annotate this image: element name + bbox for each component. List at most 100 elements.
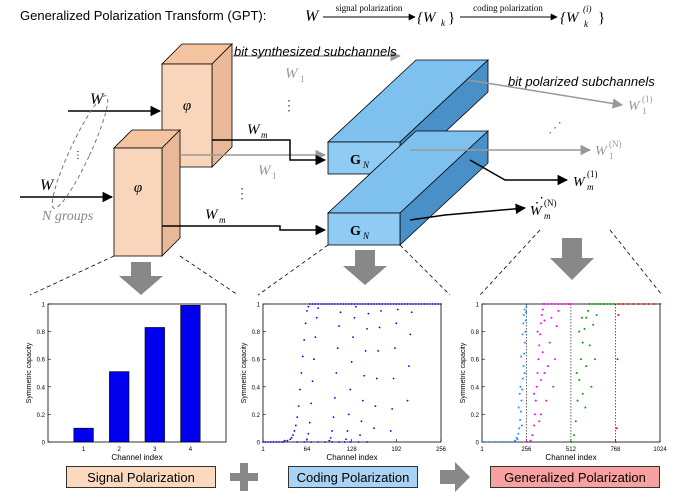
- coding-point: [428, 303, 431, 305]
- generalized-point-group-3: [586, 309, 589, 312]
- w1-N-label: W: [595, 144, 608, 159]
- generalized-point-group-2: [539, 378, 542, 381]
- generalized-point-group-2: [553, 303, 556, 305]
- gpt-title: Generalized Polarization Transform (GPT)…: [20, 8, 266, 23]
- coding-point: [294, 424, 297, 427]
- coding-point: [398, 303, 401, 305]
- generalized-point-group-1: [487, 441, 490, 443]
- coding-point: [366, 441, 368, 443]
- coding-point: [329, 436, 332, 439]
- coding-point: [342, 303, 345, 305]
- coding-polarization-label: Coding Polarization: [288, 466, 418, 488]
- generalized-point-group-1: [520, 424, 523, 427]
- chart3-ytick-label: 0.2: [471, 413, 480, 419]
- generalized-point-group-2: [538, 344, 541, 347]
- generalized-point-group-1: [481, 441, 483, 443]
- phi-block-front: φ: [113, 129, 181, 257]
- generalized-point-group-1: [520, 399, 523, 402]
- coding-point: [360, 420, 363, 423]
- coding-point: [328, 439, 331, 442]
- bar-2: [109, 371, 130, 443]
- coding-point: [431, 303, 434, 305]
- generalized-point-group-3: [609, 303, 612, 305]
- coding-point: [262, 441, 264, 443]
- generalized-point-group-2: [552, 385, 555, 388]
- coding-point: [335, 372, 338, 374]
- groups-ellipse: [51, 95, 109, 209]
- generalized-point-group-2: [555, 325, 558, 328]
- subchannel-dots-front: ⋮: [235, 187, 249, 202]
- coding-point: [354, 305, 357, 308]
- generalized-point-group-3: [585, 316, 588, 319]
- chart1-ytick-label: 1: [42, 303, 46, 309]
- generalized-point-group-1: [519, 410, 522, 413]
- coding-point: [389, 303, 392, 305]
- coding-point: [345, 438, 347, 441]
- coding-point: [283, 439, 286, 442]
- coding-point: [406, 303, 409, 305]
- coding-point: [392, 303, 395, 305]
- coding-point: [325, 303, 328, 305]
- coding-point: [331, 441, 334, 443]
- coding-point: [310, 402, 313, 405]
- coding-point: [401, 303, 403, 305]
- coding-point: [343, 441, 346, 443]
- coding-point: [306, 310, 308, 312]
- coding-point: [352, 336, 354, 339]
- chart2-plot-frame: [262, 303, 442, 443]
- coding-point: [403, 303, 406, 305]
- chart2-xtick-label: 256: [436, 447, 447, 453]
- generalized-point-group-4: [615, 427, 618, 430]
- wm-N-label: W: [530, 204, 543, 219]
- coding-point: [306, 438, 308, 441]
- generalized-point-group-3: [585, 365, 588, 368]
- generalized-point-group-2: [539, 333, 542, 336]
- gpt-source-symbol: W: [305, 8, 320, 25]
- phi-block-back: φ: [161, 43, 233, 168]
- generalized-point-group-3: [602, 303, 605, 305]
- gn-sub-front: N: [362, 231, 370, 241]
- generalized-point-group-3: [581, 341, 584, 344]
- coding-point: [417, 303, 420, 305]
- generalized-point-group-2: [534, 399, 537, 402]
- generalized-point-group-1: [523, 341, 526, 344]
- coding-point: [322, 303, 325, 305]
- coding-point: [377, 350, 380, 352]
- coding-point: [406, 399, 409, 402]
- coding-point: [374, 405, 377, 408]
- chart1-xtick-label: 4: [189, 447, 193, 453]
- wm-1-sub: m: [587, 182, 594, 192]
- generalized-point-group-3: [595, 303, 598, 305]
- coding-point: [353, 303, 356, 305]
- wm-label-back: W: [247, 122, 261, 138]
- coding-point: [366, 327, 368, 330]
- generalized-point-group-2: [550, 303, 553, 305]
- coding-point: [317, 441, 320, 443]
- coding-point: [410, 311, 413, 314]
- coding-point: [310, 441, 313, 443]
- gn-block-front: G N: [326, 130, 490, 246]
- generalized-point-group-4: [616, 358, 619, 361]
- chart2-xtick-label: 192: [391, 447, 402, 453]
- generalized-point-group-2: [537, 358, 540, 361]
- generalized-point-group-1: [513, 439, 516, 442]
- coding-point: [375, 303, 378, 305]
- chart2-ytick-label: 0.4: [252, 385, 261, 391]
- coding-point: [289, 438, 292, 441]
- generalized-point-group-1: [494, 441, 497, 443]
- subchannel-dots-back: ⋮: [282, 99, 296, 114]
- generalized-point-group-1: [521, 333, 524, 336]
- coding-point: [269, 441, 272, 443]
- coding-point: [437, 303, 440, 305]
- generalized-point-group-2: [543, 319, 546, 322]
- generalized-point-group-3: [593, 358, 596, 361]
- coding-point: [396, 308, 399, 311]
- generalized-point-group-2: [535, 385, 538, 388]
- plus-icon: [230, 463, 258, 491]
- second-result-subscript: k: [584, 19, 589, 29]
- generalized-point-group-1: [517, 432, 520, 435]
- coding-point: [345, 303, 347, 305]
- generalized-point-group-1: [517, 406, 520, 409]
- coding-point: [286, 439, 289, 442]
- generalized-point-group-3: [588, 344, 591, 347]
